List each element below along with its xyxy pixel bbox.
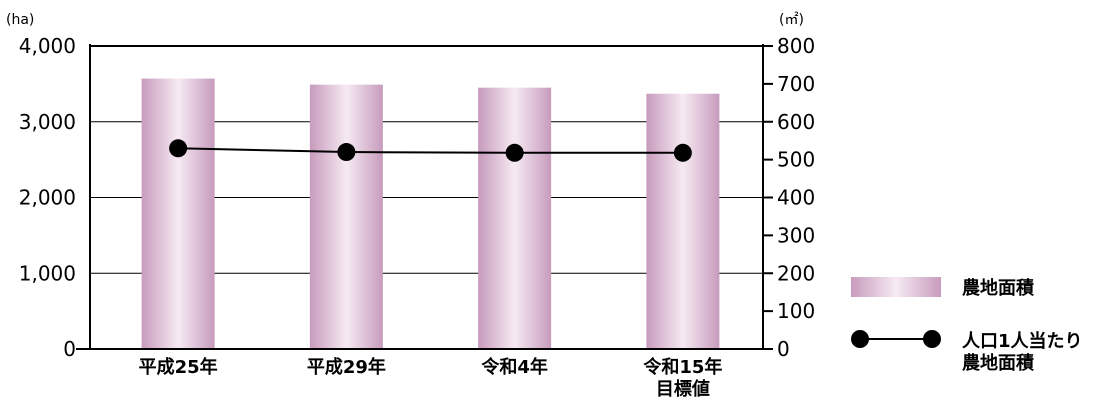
y-left-tick-label: 2,000 bbox=[19, 186, 76, 210]
y-right-tick-label: 600 bbox=[777, 110, 815, 134]
y-right-unit: (㎡) bbox=[779, 12, 804, 28]
legend-label: 農地面積 bbox=[962, 277, 1035, 299]
line-point bbox=[673, 143, 692, 162]
legend-label: 農地面積 bbox=[962, 352, 1035, 374]
y-right-tick-label: 0 bbox=[777, 337, 790, 361]
x-tick-label: 平成25年 bbox=[139, 356, 218, 378]
legend-label: 人口1人当たり bbox=[962, 330, 1083, 352]
y-left-tick-label: 4,000 bbox=[19, 34, 76, 58]
bar bbox=[478, 87, 552, 349]
x-tick-label: 平成29年 bbox=[307, 356, 386, 378]
y-left-tick-label: 1,000 bbox=[19, 261, 76, 285]
line-point bbox=[169, 139, 188, 158]
y-right-tick-label: 300 bbox=[777, 223, 815, 247]
y-right-tick-label: 100 bbox=[777, 299, 815, 323]
x-tick-label: 令和4年 bbox=[480, 356, 548, 378]
x-tick-label: 令和15年 bbox=[642, 356, 722, 378]
y-right-tick-label: 700 bbox=[777, 72, 815, 96]
legend-swatch-bar bbox=[851, 277, 941, 297]
legend-marker bbox=[923, 330, 941, 348]
bar bbox=[646, 93, 720, 349]
y-left-tick-label: 3,000 bbox=[19, 110, 76, 134]
y-right-tick-label: 800 bbox=[777, 34, 815, 58]
label-layer: 0 1,000 2,000 3,000 4,000 (ha) 0 100 200 300 400 50… bbox=[6, 12, 815, 400]
line-point bbox=[337, 143, 356, 162]
line-layer bbox=[169, 139, 692, 162]
legend-marker bbox=[851, 330, 869, 348]
x-tick-label: 目標値 bbox=[656, 378, 710, 400]
bar-layer bbox=[141, 78, 720, 349]
axis-layer bbox=[76, 44, 773, 350]
line-point bbox=[505, 143, 524, 162]
bar bbox=[309, 84, 383, 349]
y-right-tick-label: 500 bbox=[777, 148, 815, 172]
series-line bbox=[178, 147, 683, 154]
y-right-tick-label: 200 bbox=[777, 261, 815, 285]
y-right-tick-label: 400 bbox=[777, 186, 815, 210]
bar bbox=[141, 78, 215, 349]
y-left-tick-label: 0 bbox=[63, 337, 76, 361]
y-left-unit: (ha) bbox=[6, 12, 34, 28]
